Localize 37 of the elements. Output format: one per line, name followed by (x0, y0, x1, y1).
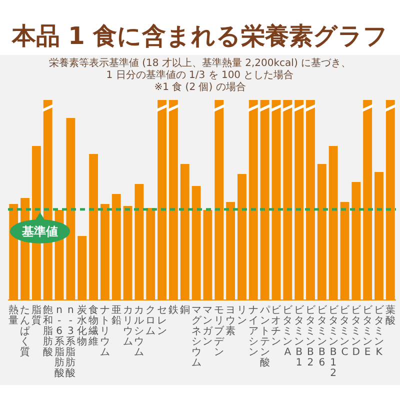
x-tick-label: ナイアシン (248, 305, 258, 358)
x-tick-label: ビタミンD (351, 305, 362, 358)
x-tick-label: 食物繊維 (88, 304, 99, 348)
chart-subtitle: 栄養素等表示基準値 (18 才以上、基準熱量 2,200kcal) に基づき、1 日分の基準値の 1/3 を 100 とした場合 ※1 食 (2 個) の場合 (48, 57, 352, 93)
x-tick-label: 炭水化物 (77, 304, 88, 348)
x-tick-label: カリウム (122, 305, 133, 348)
legend-label: 基準値 (21, 224, 58, 238)
x-tick-label: 亜鉛 (111, 305, 122, 326)
x-tick-label: 鉄 (168, 304, 178, 316)
x-tick-label: リン (236, 305, 247, 326)
x-tick-label: ビタミンB1 (294, 305, 306, 368)
x-tick-label: マグネシウム (191, 305, 202, 368)
chart-title: 本品 1 食に含まれる栄養素グラフ (10, 22, 388, 50)
x-tick-label: ビタミンB12 (328, 305, 340, 379)
x-tick-label: モリブデン (214, 305, 226, 358)
x-tick-label: たんぱく質 (20, 305, 30, 358)
x-tick-label: カルシウム (134, 305, 144, 358)
x-tick-label: パントテン酸 (258, 305, 271, 368)
x-tick-label: マンガン (202, 305, 214, 348)
x-tick-label: ビオチン (271, 305, 282, 348)
x-tick-label: ビタミンB2 (305, 305, 316, 368)
x-tick-label: ビタミンA (282, 305, 294, 358)
x-tick-label: 脂質 (31, 304, 42, 326)
x-tick-label: n-6系脂肪酸 (54, 305, 64, 379)
x-tick-label: ナトリウム (100, 305, 110, 358)
x-tick-label: 葉酸 (385, 304, 396, 326)
x-tick-label: ビタミンE (362, 305, 374, 358)
x-tick-label: ビタミンB6 (316, 305, 328, 368)
x-tick-label: セレン (157, 305, 168, 337)
x-tick-label: ビタミンK (374, 305, 385, 358)
x-tick-label: ビタミンC (340, 305, 351, 358)
x-tick-label: n-3系脂肪酸 (66, 305, 76, 379)
x-tick-label: クロム (146, 305, 156, 337)
x-tick-label: ヨウ素 (226, 305, 236, 337)
x-tick-label: 銅 (180, 305, 190, 316)
x-tick-label: 飽和脂肪酸 (42, 305, 53, 358)
x-tick-label: 熱量 (8, 304, 19, 326)
